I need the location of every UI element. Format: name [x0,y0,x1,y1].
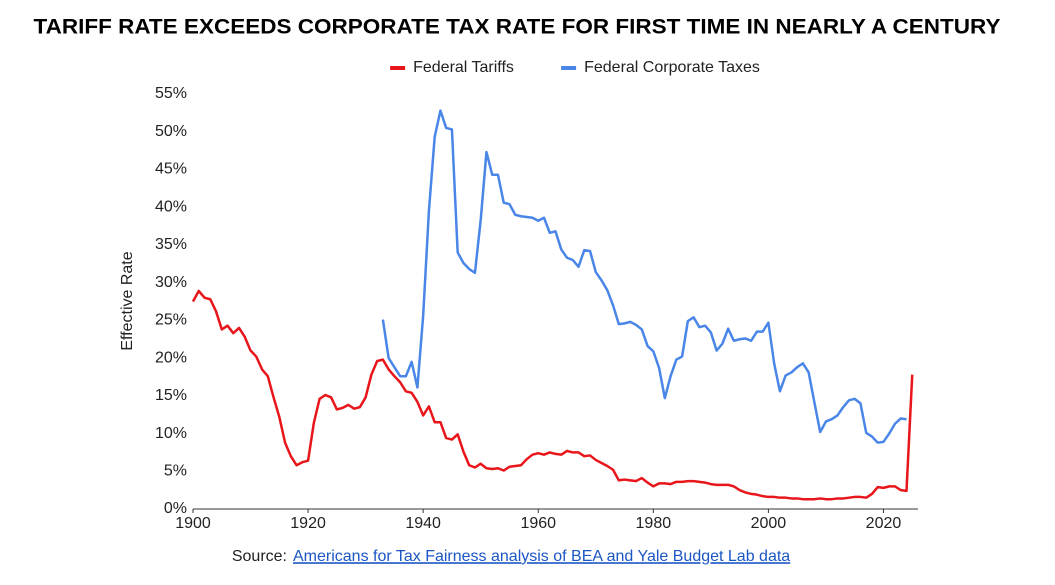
y-tick-label: 45% [155,161,187,178]
y-tick-label: 50% [155,123,187,140]
y-tick-label: 5% [164,462,187,479]
y-axis-label: Effective Rate [119,251,136,350]
y-tick-label: 40% [155,198,187,215]
x-tick-label: 1960 [520,515,556,532]
legend-label: Federal Tariffs [413,59,514,76]
x-tick-label: 1980 [636,515,672,532]
x-tick-label: 2020 [866,515,902,532]
y-tick-label: 15% [155,387,187,404]
y-tick-label: 55% [155,85,187,102]
y-tick-label: 0% [164,500,187,517]
x-tick-label: 2000 [751,515,787,532]
y-tick-label: 20% [155,349,187,366]
y-tick-label: 10% [155,425,187,442]
source-label: Source: [232,548,287,565]
y-tick-label: 30% [155,274,187,291]
x-tick-label: 1940 [405,515,441,532]
source-link[interactable]: Americans for Tax Fairness analysis of B… [293,548,790,565]
y-tick-label: 35% [155,236,187,253]
x-tick-label: 1900 [175,515,211,532]
series-line [381,109,907,444]
series-line [191,289,914,501]
legend-label: Federal Corporate Taxes [584,59,760,76]
x-tick-label: 1920 [290,515,326,532]
y-tick-label: 25% [155,312,187,329]
chart-title: TARIFF RATE EXCEEDS CORPORATE TAX RATE F… [34,16,1001,39]
